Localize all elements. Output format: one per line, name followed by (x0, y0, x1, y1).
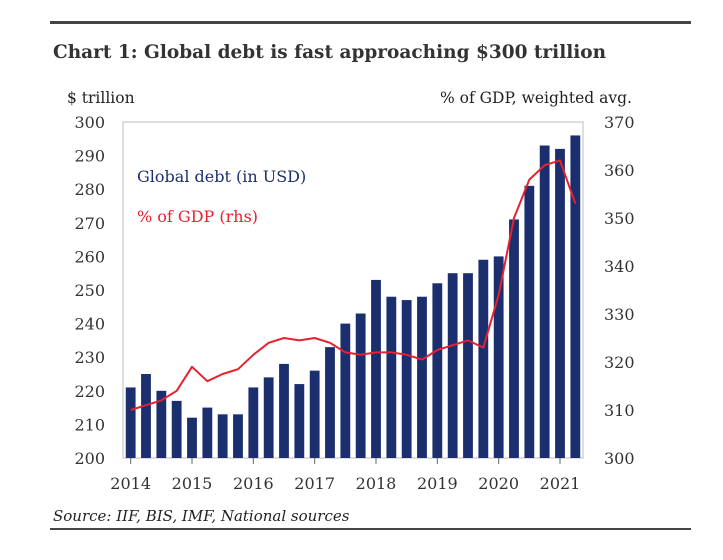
right-tick-label: 360 (604, 161, 635, 180)
x-tick-label: 2015 (172, 474, 213, 493)
plot-area (122, 121, 584, 459)
right-tick-label: 310 (604, 401, 635, 420)
bar (539, 145, 550, 458)
bar (309, 370, 320, 458)
x-tick-label: 2014 (110, 474, 151, 493)
right-tick-label: 300 (604, 449, 635, 468)
bar (217, 414, 228, 458)
bar (417, 296, 427, 458)
gdp-line (130, 159, 577, 411)
bar (478, 259, 489, 458)
bar (570, 135, 581, 458)
bar (401, 300, 412, 458)
plot-border (122, 121, 584, 459)
left-axis: 300 290 280 270 260 250 240 230 220 210 200 (74, 113, 105, 468)
left-tick-label: 260 (74, 247, 105, 266)
bar (524, 185, 535, 458)
right-tick-label: 350 (604, 209, 635, 228)
legend-debt: Global debt (in USD) (137, 167, 306, 186)
left-tick-label: 220 (74, 382, 105, 401)
bar (294, 384, 305, 458)
right-axis: 370 360 350 340 330 320 310 300 (604, 113, 635, 468)
right-tick-label: 330 (604, 305, 635, 324)
bar (355, 313, 366, 458)
left-tick-label: 240 (74, 315, 105, 334)
bar (463, 273, 473, 458)
bar (156, 390, 167, 458)
bar-series (125, 135, 581, 458)
left-tick-label: 210 (74, 415, 105, 434)
bar (371, 279, 381, 458)
right-tick-label: 370 (604, 113, 635, 132)
x-tick-label: 2017 (294, 474, 335, 493)
x-tick-label: 2016 (233, 474, 274, 493)
right-tick-label: 320 (604, 353, 635, 372)
left-tick-label: 250 (74, 281, 105, 300)
top-rule (50, 21, 691, 24)
chart-title: Chart 1: Global debt is fast approaching… (53, 42, 607, 63)
bar (325, 347, 335, 458)
bar (171, 400, 182, 458)
bar (263, 377, 274, 458)
bar (125, 387, 136, 458)
x-tick-label: 2019 (417, 474, 458, 493)
left-tick-label: 230 (74, 348, 105, 367)
right-tick-label: 340 (604, 257, 635, 276)
bar (432, 283, 443, 458)
bar (555, 148, 565, 458)
bottom-rule (50, 528, 691, 530)
right-axis-label: % of GDP, weighted avg. (440, 89, 632, 107)
bar (233, 414, 243, 458)
bar (386, 296, 397, 458)
left-tick-label: 290 (74, 147, 105, 166)
source-note: Source: IIF, BIS, IMF, National sources (53, 507, 350, 525)
left-tick-label: 280 (74, 180, 105, 199)
bar (447, 273, 458, 458)
x-tick-label: 2018 (356, 474, 397, 493)
left-tick-label: 300 (74, 113, 105, 132)
x-tick-label: 2021 (540, 474, 581, 493)
bar (248, 387, 259, 458)
left-axis-label: $ trillion (67, 89, 135, 107)
x-axis: 2014 2015 2016 2017 2018 2019 2020 2021 (110, 458, 580, 493)
bar (509, 219, 519, 458)
bar (202, 407, 213, 458)
bar (279, 363, 289, 458)
left-tick-label: 200 (74, 449, 105, 468)
bar (187, 417, 197, 458)
bar (141, 374, 151, 458)
line-series (130, 159, 577, 411)
left-tick-label: 270 (74, 214, 105, 233)
bar (340, 323, 351, 458)
bar (493, 256, 504, 458)
x-tick-label: 2020 (478, 474, 519, 493)
legend-gdp: % of GDP (rhs) (137, 207, 258, 226)
